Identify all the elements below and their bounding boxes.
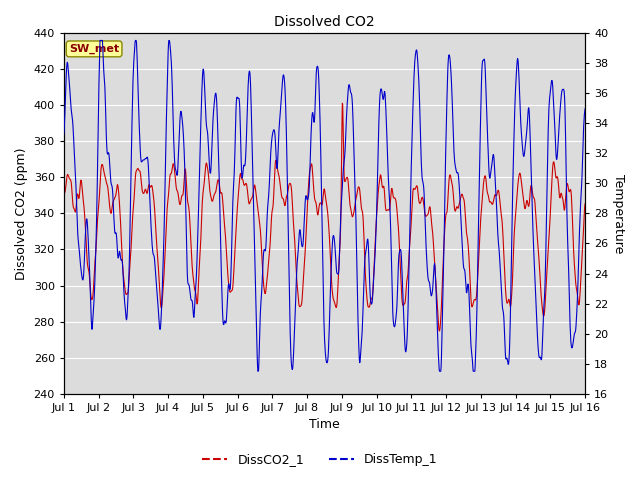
Y-axis label: Dissolved CO2 (ppm): Dissolved CO2 (ppm) [15,147,28,280]
X-axis label: Time: Time [309,419,340,432]
Text: SW_met: SW_met [69,44,119,54]
Title: Dissolved CO2: Dissolved CO2 [274,15,375,29]
Legend: DissCO2_1, DissTemp_1: DissCO2_1, DissTemp_1 [197,448,443,471]
Y-axis label: Temperature: Temperature [612,174,625,253]
